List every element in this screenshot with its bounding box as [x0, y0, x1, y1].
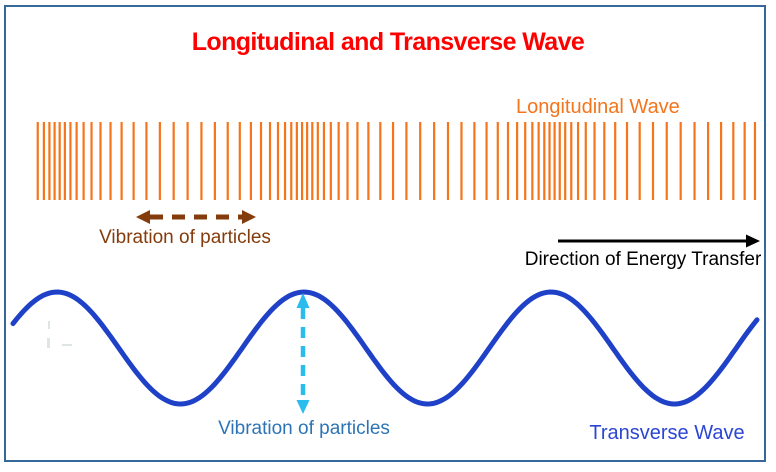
arrowhead-down-icon: [296, 400, 310, 414]
energy-direction-arrow: [558, 234, 760, 248]
longitudinal-wave-label: Longitudinal Wave: [516, 96, 680, 118]
transverse-wave-label: Transverse Wave: [589, 422, 745, 444]
image-artifact: [47, 338, 50, 348]
arrowhead-right-icon: [746, 234, 760, 248]
arrowhead-left-icon: [136, 210, 150, 224]
energy-transfer-label: Direction of Energy Transfer: [524, 249, 762, 270]
transverse-wave-curve: [10, 289, 760, 407]
transverse-vibration-label: Vibration of particles: [218, 418, 390, 439]
longitudinal-vibration-label: Vibration of particles: [99, 227, 271, 248]
arrowhead-right-icon: [242, 210, 256, 224]
particle-vibration-horizontal-arrow: [136, 210, 256, 224]
image-artifact: [48, 321, 50, 329]
image-artifact: [62, 344, 72, 346]
longitudinal-wave-lines: [36, 122, 757, 200]
diagram-title: Longitudinal and Transverse Wave: [191, 28, 585, 56]
particle-vibration-vertical-arrow: [296, 293, 310, 414]
arrowhead-up-icon: [296, 293, 310, 308]
